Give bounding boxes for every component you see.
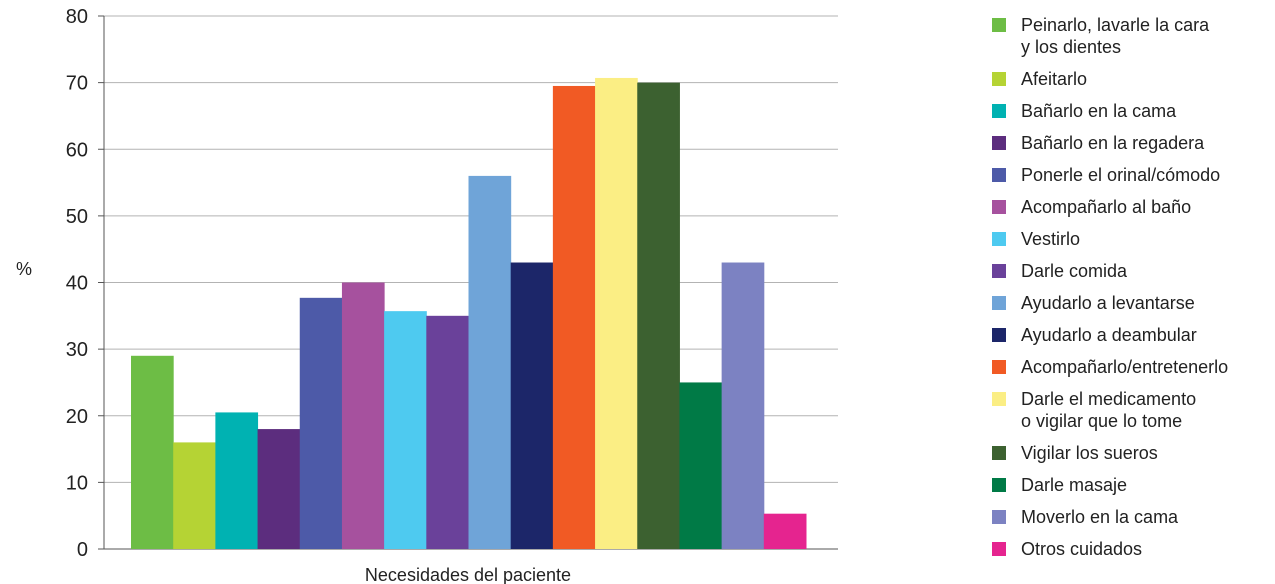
legend-label-12: Darle el medicamento — [1021, 389, 1196, 409]
y-tick-label: 70 — [66, 73, 88, 95]
bar-4 — [257, 429, 301, 549]
y-tick-label: 80 — [66, 6, 88, 28]
legend-label-15: Moverlo en la cama — [1021, 507, 1179, 527]
bars — [131, 77, 807, 550]
legend-swatch-6 — [992, 200, 1006, 214]
legend-label-4: Bañarlo en la regadera — [1021, 133, 1205, 153]
y-tick-label: 30 — [66, 339, 88, 361]
y-tick-label: 0 — [77, 539, 88, 561]
y-tick-label: 20 — [66, 406, 88, 428]
bar-15 — [721, 262, 765, 549]
legend-label-11: Acompañarlo/entretenerlo — [1021, 357, 1228, 377]
bar-13 — [637, 82, 680, 549]
bar-7 — [384, 311, 427, 549]
legend-label-2: Afeitarlo — [1021, 69, 1087, 89]
legend-swatch-11 — [992, 360, 1006, 374]
legend-swatch-15 — [992, 510, 1006, 524]
legend-label-7: Vestirlo — [1021, 229, 1080, 249]
legend-swatch-14 — [992, 478, 1006, 492]
bar-2 — [173, 442, 216, 549]
bar-14 — [679, 382, 723, 549]
legend-label-14: Darle masaje — [1021, 475, 1127, 495]
bar-16 — [763, 513, 807, 549]
legend-label-13: Vigilar los sueros — [1021, 443, 1158, 463]
legend-swatch-2 — [992, 72, 1006, 86]
bar-6 — [341, 282, 385, 549]
legend-label-12: o vigilar que lo tome — [1021, 411, 1182, 431]
legend-swatch-9 — [992, 296, 1006, 310]
legend-label-1: y los dientes — [1021, 37, 1121, 57]
legend-label-10: Ayudarlo a deambular — [1021, 325, 1197, 345]
y-axis-label: % — [16, 259, 32, 279]
bar-12 — [595, 77, 638, 550]
legend-label-6: Acompañarlo al baño — [1021, 197, 1191, 217]
legend-swatch-13 — [992, 446, 1006, 460]
legend-label-9: Ayudarlo a levantarse — [1021, 293, 1195, 313]
bar-3 — [215, 412, 259, 549]
y-tick-label: 60 — [66, 139, 88, 161]
legend-swatch-5 — [992, 168, 1006, 182]
legend-label-5: Ponerle el orinal/cómodo — [1021, 165, 1220, 185]
legend-swatch-12 — [992, 392, 1006, 406]
y-tick-label: 10 — [66, 472, 88, 494]
bar-10 — [510, 262, 554, 549]
bar-1 — [131, 355, 174, 549]
legend-swatch-8 — [992, 264, 1006, 278]
bar-8 — [426, 315, 469, 549]
legend-swatch-7 — [992, 232, 1006, 246]
y-axis-ticks: 0 10 20 30 40 50 60 70 80 — [66, 6, 88, 561]
bar-5 — [299, 297, 343, 549]
bar-9 — [468, 175, 512, 549]
legend-label-8: Darle comida — [1021, 261, 1128, 281]
legend-label-16: Otros cuidados — [1021, 539, 1142, 559]
bar-11 — [552, 85, 596, 550]
x-axis-label: Necesidades del paciente — [365, 565, 571, 584]
y-tick-label: 40 — [66, 273, 88, 295]
legend-swatch-10 — [992, 328, 1006, 342]
legend-swatch-1 — [992, 18, 1006, 32]
legend-swatch-3 — [992, 104, 1006, 118]
y-tick-label: 50 — [66, 206, 88, 228]
legend-swatch-4 — [992, 136, 1006, 150]
legend-swatch-16 — [992, 542, 1006, 556]
legend-label-3: Bañarlo en la cama — [1021, 101, 1177, 121]
legend-label-1: Peinarlo, lavarle la cara — [1021, 15, 1210, 35]
